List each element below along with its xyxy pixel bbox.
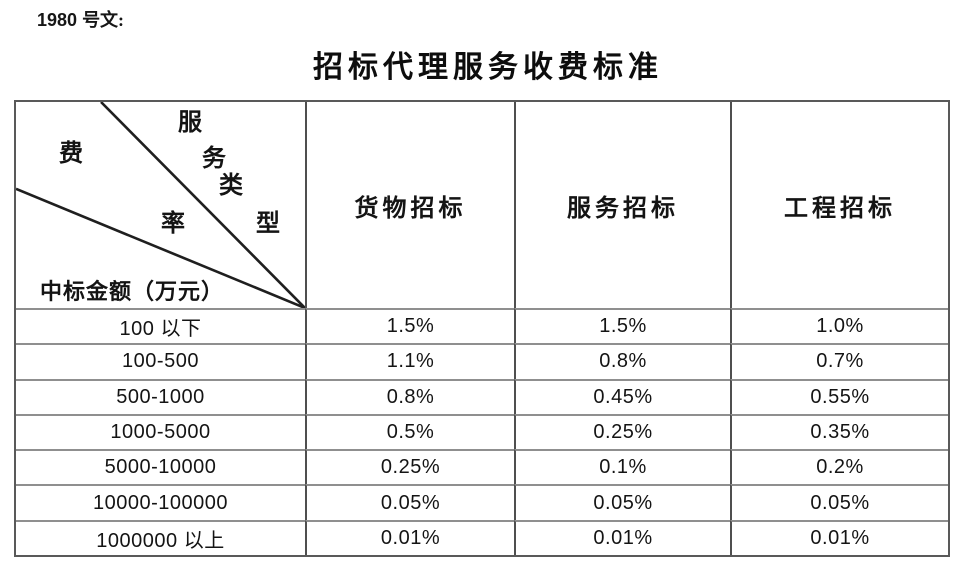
table-cell: 0.55% bbox=[730, 378, 948, 414]
table-cell: 0.1% bbox=[514, 449, 730, 485]
row-label: 500-1000 bbox=[16, 378, 305, 414]
table-cell: 0.8% bbox=[514, 343, 730, 379]
corner-label-service-char: 类 bbox=[219, 173, 243, 199]
table-cell: 0.25% bbox=[305, 449, 514, 485]
table-cell: 0.01% bbox=[514, 519, 730, 555]
table-cell: 0.7% bbox=[730, 343, 948, 379]
doc-number-suffix: 号文: bbox=[82, 10, 125, 30]
row-label: 10000-100000 bbox=[16, 484, 305, 519]
table-cell: 0.35% bbox=[730, 413, 948, 450]
table-cell: 0.5% bbox=[305, 413, 514, 450]
column-header-works: 工程招标 bbox=[730, 102, 948, 308]
table-cell: 0.05% bbox=[305, 484, 514, 520]
page-title: 招标代理服务收费标准 bbox=[313, 51, 663, 84]
corner-label-service-char: 型 bbox=[256, 211, 280, 237]
table-cell: 1.0% bbox=[730, 308, 948, 344]
column-header-services: 服务招标 bbox=[514, 102, 730, 308]
table-cell: 1.5% bbox=[305, 308, 514, 344]
row-label: 1000-5000 bbox=[16, 413, 305, 449]
row-label: 100-500 bbox=[16, 343, 305, 378]
corner-label-fee-char: 费 bbox=[59, 141, 83, 167]
table-cell: 0.01% bbox=[730, 519, 948, 555]
table-cell: 0.05% bbox=[730, 484, 948, 520]
corner-label-fee-char: 率 bbox=[161, 211, 185, 237]
fee-standard-table: 服 务 类 型 费 率 中标金额（万元） 货物招标 服务招标 工程招标 100 … bbox=[14, 100, 950, 557]
doc-number: 1980 号文: bbox=[37, 6, 124, 32]
table-cell: 0.05% bbox=[514, 484, 730, 520]
table-cell: 0.01% bbox=[305, 519, 514, 555]
table-cell: 1.1% bbox=[305, 343, 514, 379]
row-label: 5000-10000 bbox=[16, 449, 305, 484]
doc-number-value: 1980 bbox=[37, 10, 78, 30]
diagonal-divider-lines bbox=[16, 102, 305, 308]
table-cell: 1.5% bbox=[514, 308, 730, 344]
row-label: 100 以下 bbox=[16, 308, 305, 343]
table-cell: 0.8% bbox=[305, 378, 514, 414]
table-corner-cell: 服 务 类 型 费 率 中标金额（万元） bbox=[16, 102, 305, 308]
corner-amount-label: 中标金额（万元） bbox=[40, 279, 225, 304]
corner-label-service-char: 务 bbox=[202, 146, 226, 172]
corner-label-service-char: 服 bbox=[178, 110, 202, 136]
table-cell: 0.2% bbox=[730, 449, 948, 485]
table-cell: 0.45% bbox=[514, 378, 730, 414]
row-label: 1000000 以上 bbox=[16, 519, 305, 555]
column-header-goods: 货物招标 bbox=[305, 102, 514, 308]
table-cell: 0.25% bbox=[514, 413, 730, 450]
